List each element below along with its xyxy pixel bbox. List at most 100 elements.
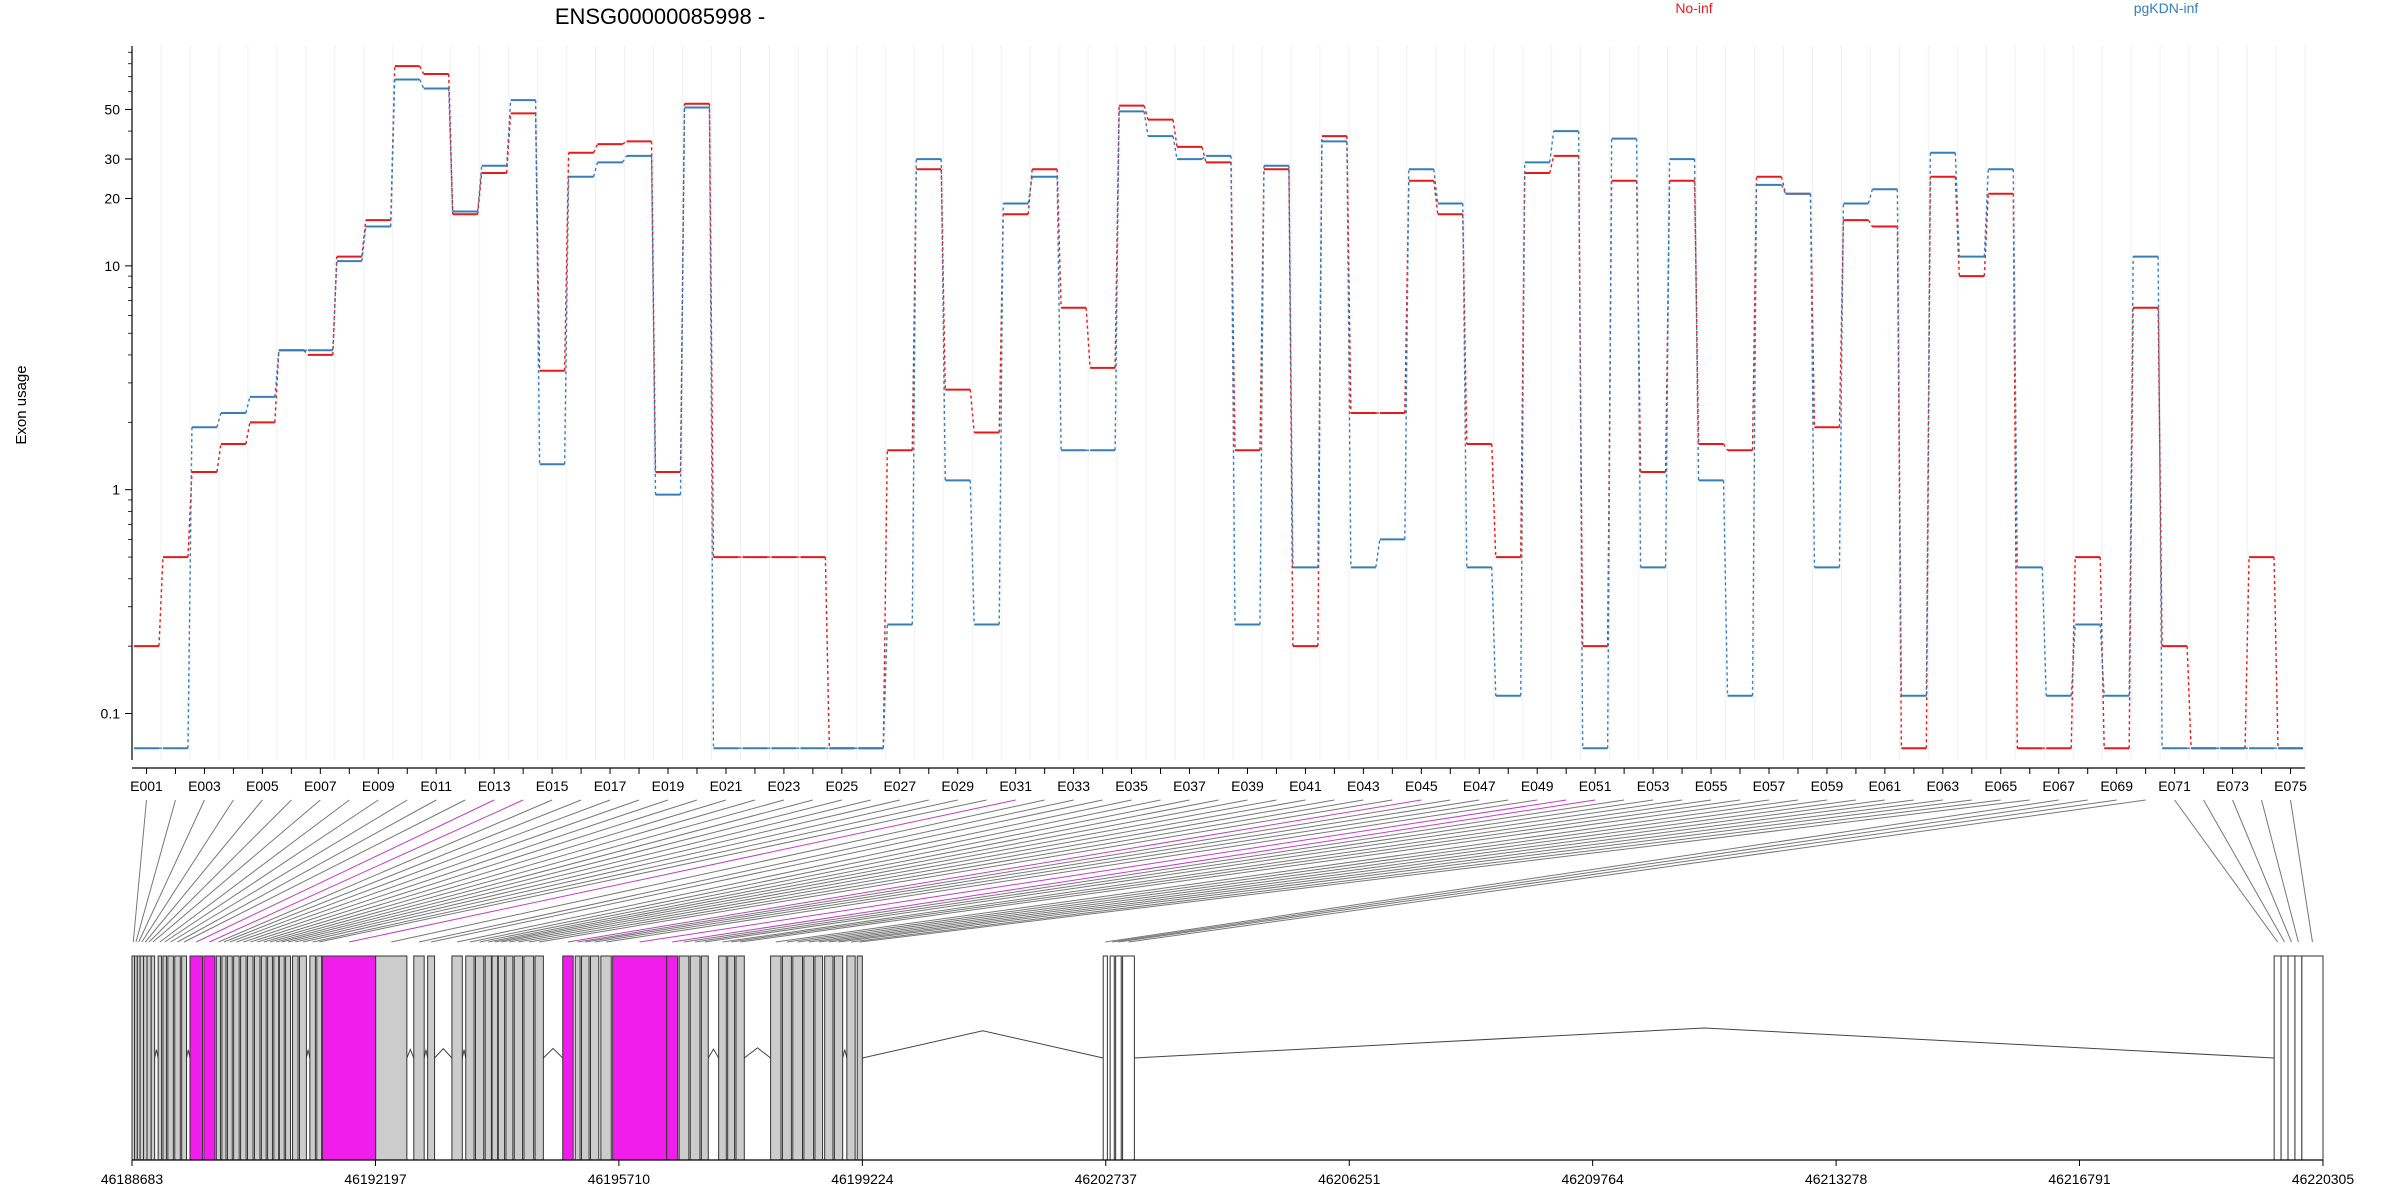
exon-box-E072 — [2280, 955, 2289, 1161]
connector-E047 — [585, 799, 1480, 943]
series-connector — [592, 143, 599, 154]
exon-box-E074 — [2294, 955, 2303, 1161]
series-connector — [621, 155, 628, 163]
exon-label: E035 — [1115, 778, 1148, 794]
exon-box-E058 — [770, 955, 782, 1161]
exon-label: E015 — [536, 778, 569, 794]
exon-box-E048 — [589, 955, 600, 1161]
connector-E009 — [164, 799, 379, 943]
exon-box-E054 — [700, 955, 709, 1161]
exon-box-E068 — [1109, 955, 1115, 1161]
exon-box-E034 — [427, 955, 436, 1161]
exon-box-E024 — [273, 955, 280, 1161]
exon-box-E010 — [167, 955, 174, 1161]
exon-label: E033 — [1057, 778, 1090, 794]
exon-label: E009 — [362, 778, 395, 794]
series-connector — [216, 443, 222, 473]
series-connector — [245, 396, 251, 414]
connector-E032 — [391, 799, 1045, 943]
gene-axis-label: 46192197 — [344, 1171, 407, 1187]
gene-axis-label: 46188683 — [101, 1171, 164, 1187]
exon-box-E067 — [1102, 955, 1108, 1161]
connector-E014 — [209, 799, 524, 943]
series-connector — [1259, 165, 1265, 625]
intron — [186, 1049, 191, 1059]
connector-E045 — [567, 799, 1422, 943]
intron — [461, 1049, 467, 1059]
exon-label: E055 — [1695, 778, 1728, 794]
series-connector — [1722, 443, 1729, 451]
series-connector — [448, 88, 454, 212]
series-connector — [1983, 169, 1989, 257]
connector-E046 — [577, 799, 1451, 943]
exon-box-E056 — [727, 955, 736, 1161]
exon-box-E070 — [1122, 955, 1135, 1161]
series-connector — [1317, 141, 1323, 568]
series-connector — [1114, 111, 1120, 451]
series-connector — [274, 350, 280, 423]
exon-box-E055 — [718, 955, 727, 1161]
exon-box-E050 — [612, 955, 668, 1161]
connector-E051 — [672, 799, 1596, 943]
exon-label: E067 — [2042, 778, 2075, 794]
gene-model — [131, 955, 2324, 1161]
series-connector — [969, 480, 975, 625]
connector-E024 — [276, 799, 814, 943]
exon-box-E075 — [2301, 955, 2324, 1161]
exon-label: E011 — [420, 778, 452, 794]
connector-E027 — [295, 799, 900, 943]
exon-box-E033 — [413, 955, 425, 1161]
gene-axis-label: 46216791 — [2048, 1171, 2111, 1187]
series-lines — [134, 65, 2303, 750]
gene-axis-label: 46199224 — [831, 1171, 894, 1187]
exon-box-E046 — [574, 955, 581, 1161]
exon-box-E021 — [253, 955, 261, 1161]
series-connector — [1925, 152, 1932, 696]
series-connector — [1549, 155, 1555, 174]
intron — [1134, 1027, 2275, 1059]
connector-E038 — [488, 799, 1219, 943]
connector-E072 — [2203, 799, 2285, 943]
exon-box-E057 — [735, 955, 745, 1161]
series-connector — [245, 422, 251, 445]
connector-E041 — [509, 799, 1306, 943]
connector-E037 — [479, 799, 1190, 943]
series-connector — [1404, 169, 1410, 540]
series-connector — [1693, 180, 1700, 445]
series-connector — [1577, 131, 1584, 749]
exon-box-E036 — [465, 955, 475, 1161]
connector-E013 — [196, 799, 495, 943]
exon-box-E047 — [580, 955, 590, 1161]
series-connector — [2186, 646, 2192, 749]
series-connector — [1954, 176, 1961, 277]
exon-label: E051 — [1579, 778, 1612, 794]
connector-E074 — [2261, 799, 2299, 943]
series-connector — [1462, 203, 1468, 568]
connector-E031 — [348, 799, 1016, 943]
exon-label: E013 — [478, 778, 511, 794]
exon-box-E025 — [278, 955, 285, 1161]
exon-box-E059 — [781, 955, 792, 1161]
exon-label: E003 — [188, 778, 221, 794]
intron — [423, 1049, 429, 1059]
exon-box-E009 — [162, 955, 167, 1161]
exon-label: E043 — [1347, 778, 1380, 794]
y-tick-label: 30 — [104, 151, 120, 167]
gene-axis-label: 46206251 — [1318, 1171, 1381, 1187]
series-connector — [419, 65, 425, 75]
connector-E003 — [138, 799, 205, 943]
series-connector — [824, 557, 831, 749]
series-connector — [1346, 141, 1352, 568]
series-connector — [1288, 165, 1294, 568]
connector-E061 — [808, 799, 1885, 943]
exon-label: E049 — [1521, 778, 1554, 794]
series-connector — [2128, 256, 2134, 696]
gene-axis-label: 46209764 — [1561, 1171, 1624, 1187]
exon-label: E025 — [825, 778, 858, 794]
intron — [707, 1048, 720, 1059]
exon-box-E007 — [150, 955, 156, 1161]
exon-label: E017 — [594, 778, 627, 794]
exon-box-E018 — [233, 955, 240, 1161]
series-connector — [650, 141, 657, 472]
connector-E007 — [152, 799, 321, 943]
